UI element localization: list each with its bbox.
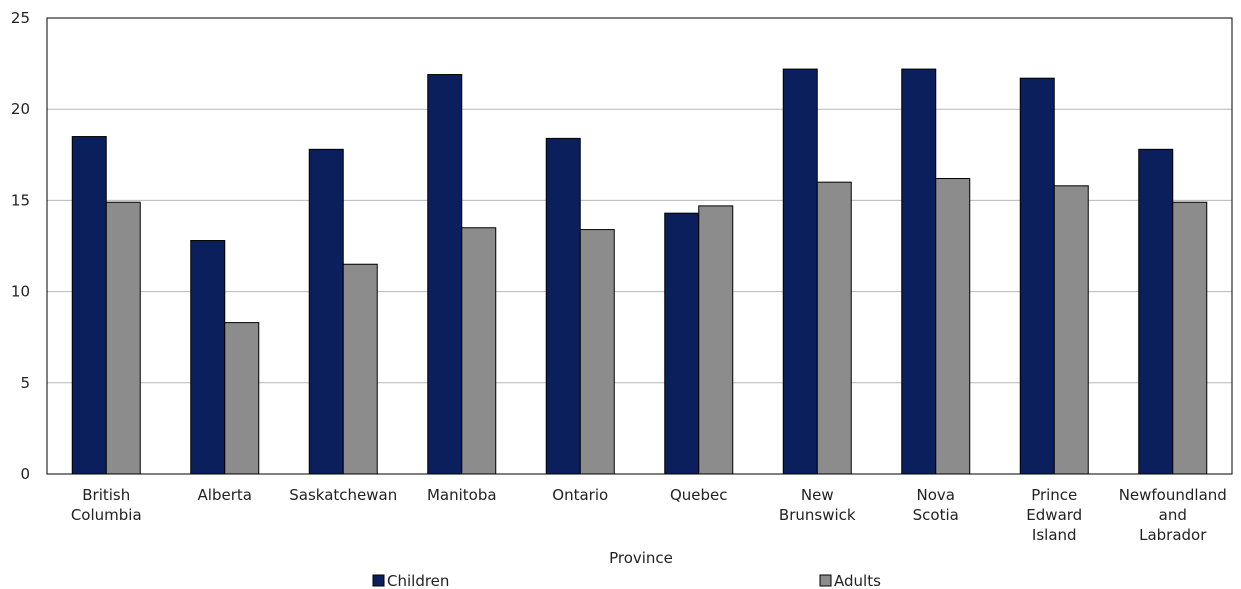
- bars: [71, 68, 1208, 475]
- plot-frame: [46, 17, 1233, 475]
- y-tick-label: 20: [11, 100, 30, 118]
- x-tick-label: Scotia: [913, 506, 959, 524]
- x-tick-label: Brunswick: [779, 506, 856, 524]
- x-tick-label: Edward: [1026, 506, 1082, 524]
- bar-children: [71, 136, 107, 475]
- x-tick-label: Labrador: [1139, 526, 1207, 544]
- bar-children: [901, 68, 937, 475]
- legend-label: Children: [387, 572, 449, 589]
- legend-swatch: [819, 574, 832, 587]
- bar-children: [664, 212, 700, 475]
- bar-adults: [461, 227, 497, 475]
- bar-children: [782, 68, 818, 475]
- legend-label: Adults: [834, 572, 881, 589]
- bar-adults: [816, 181, 852, 475]
- bar-adults: [105, 201, 141, 475]
- bar-children: [545, 137, 581, 475]
- x-tick-label: Columbia: [71, 506, 142, 524]
- x-tick-label: New: [801, 486, 834, 504]
- bar-adults: [224, 322, 260, 475]
- y-tick-label: 15: [11, 191, 30, 209]
- y-tick-label: 25: [11, 9, 30, 27]
- y-tick-label: 10: [11, 283, 30, 301]
- x-tick-label: and: [1159, 506, 1187, 524]
- x-tick-label: Manitoba: [427, 486, 497, 504]
- bar-adults: [1172, 201, 1208, 475]
- bar-adults: [342, 263, 378, 475]
- bar-children: [427, 74, 463, 475]
- x-tick-label: Island: [1032, 526, 1077, 544]
- x-tick-label: British: [82, 486, 130, 504]
- x-tick-label: Prince: [1031, 486, 1077, 504]
- y-axis-ticks: 0 5 10 15 20 25: [11, 9, 30, 483]
- x-axis-ticks: British Columbia Alberta Saskatchewan Manito…: [71, 486, 1227, 544]
- x-axis-title: Province: [609, 549, 673, 567]
- y-tick-label: 0: [20, 465, 30, 483]
- bar-children: [1019, 77, 1055, 475]
- bar-children: [308, 148, 344, 475]
- x-tick-label: Alberta: [198, 486, 252, 504]
- x-tick-label: Newfoundland: [1119, 486, 1227, 504]
- bar-adults: [698, 205, 734, 475]
- bar-children: [1138, 148, 1174, 475]
- x-tick-label: Nova: [917, 486, 955, 504]
- legend-swatch: [372, 574, 385, 587]
- bar-adults: [1053, 185, 1089, 475]
- x-tick-label: Ontario: [552, 486, 608, 504]
- x-tick-label: Saskatchewan: [289, 486, 397, 504]
- y-tick-label: 5: [20, 374, 30, 392]
- legend: Children Adults: [372, 572, 881, 589]
- bar-children: [190, 240, 226, 475]
- bar-adults: [935, 178, 971, 475]
- bar-adults: [579, 229, 615, 475]
- x-tick-label: Quebec: [670, 486, 728, 504]
